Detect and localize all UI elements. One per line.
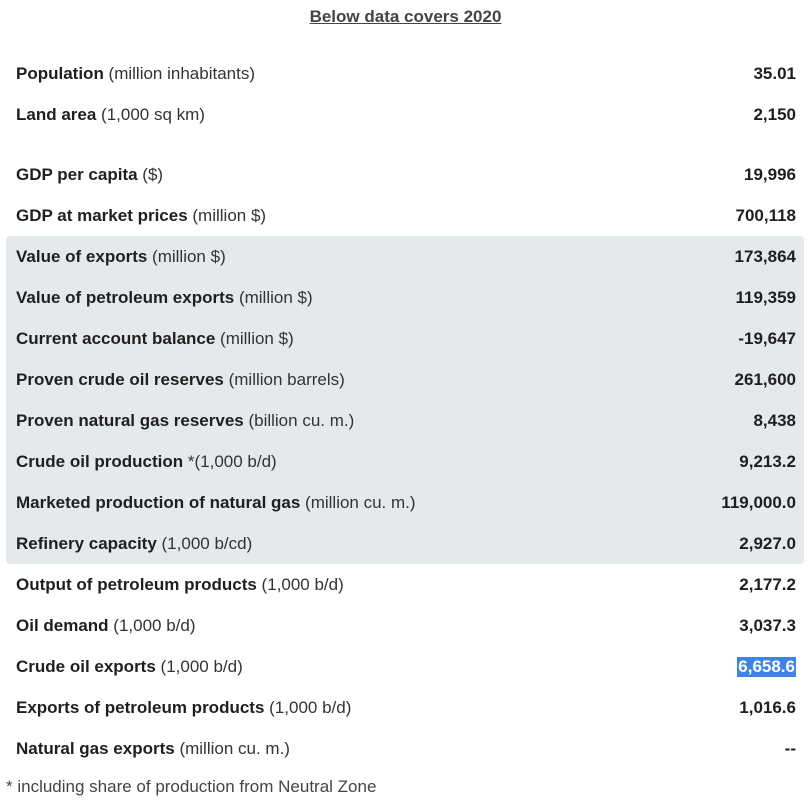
row-crude-oil-production: Crude oil production *(1,000 b/d) 9,213.… xyxy=(6,441,804,482)
row-label: Value of exports (million $) xyxy=(16,247,226,267)
row-unit: (1,000 b/d) xyxy=(155,657,243,676)
row-name: Output of petroleum products xyxy=(16,575,257,594)
row-unit: (million barrels) xyxy=(223,370,345,389)
row-value: 700,118 xyxy=(735,206,796,225)
row-unit: *(1,000 b/d) xyxy=(183,452,277,471)
row-refinery-capacity: Refinery capacity (1,000 b/cd) 2,927.0 xyxy=(6,523,804,564)
row-gdp-market-prices: GDP at market prices (million $) 700,118 xyxy=(6,195,804,236)
row-label: Refinery capacity (1,000 b/cd) xyxy=(16,534,252,554)
row-name: GDP per capita xyxy=(16,165,138,184)
row-name: GDP at market prices xyxy=(16,206,188,225)
row-label: Population (million inhabitants) xyxy=(16,64,255,84)
row-value: 9,213.2 xyxy=(739,452,796,471)
row-proven-natural-gas-reserves: Proven natural gas reserves (billion cu.… xyxy=(6,400,804,441)
row-label: Proven natural gas reserves (billion cu.… xyxy=(16,411,354,431)
row-unit: (1,000 b/d) xyxy=(256,575,344,594)
row-label: GDP at market prices (million $) xyxy=(16,206,266,226)
row-label: Natural gas exports (million cu. m.) xyxy=(16,739,290,759)
row-population: Population (million inhabitants) 35.01 xyxy=(6,53,804,94)
row-name: Value of petroleum exports xyxy=(16,288,235,307)
row-name: Current account balance xyxy=(16,329,216,348)
row-label: Proven crude oil reserves (million barre… xyxy=(16,370,345,390)
row-unit: ($) xyxy=(137,165,164,184)
row-unit: (1,000 sq km) xyxy=(96,105,205,124)
row-unit: (1,000 b/d) xyxy=(108,616,196,635)
row-value: -- xyxy=(784,739,796,758)
row-label: Land area (1,000 sq km) xyxy=(16,105,205,125)
selected-row-value[interactable]: 6,658.6 xyxy=(737,657,796,677)
row-natural-gas-exports: Natural gas exports (million cu. m.) -- xyxy=(6,728,804,769)
highlighted-rows-group: Value of exports (million $) 173,864 Val… xyxy=(6,236,804,564)
row-value: 19,996 xyxy=(744,165,796,184)
row-label: Oil demand (1,000 b/d) xyxy=(16,616,196,636)
row-name: Refinery capacity xyxy=(16,534,157,553)
row-value: 119,000.0 xyxy=(721,493,796,512)
row-value: 3,037.3 xyxy=(739,616,796,635)
row-label: Crude oil production *(1,000 b/d) xyxy=(16,452,277,472)
footnote: * including share of production from Neu… xyxy=(6,777,377,796)
row-unit: (million $) xyxy=(234,288,313,307)
row-name: Exports of petroleum products xyxy=(16,698,265,717)
row-gdp-per-capita: GDP per capita ($) 19,996 xyxy=(6,154,804,195)
row-name: Natural gas exports xyxy=(16,739,175,758)
row-label: Crude oil exports (1,000 b/d) xyxy=(16,657,243,677)
indicators-table: Population (million inhabitants) 35.01 L… xyxy=(6,53,804,769)
row-value: -19,647 xyxy=(738,329,796,348)
row-output-petroleum-products: Output of petroleum products (1,000 b/d)… xyxy=(6,564,804,605)
row-value: 261,600 xyxy=(734,370,796,389)
row-unit: (million inhabitants) xyxy=(103,64,256,83)
row-name: Crude oil exports xyxy=(16,657,156,676)
row-land-area: Land area (1,000 sq km) 2,150 xyxy=(6,94,804,135)
row-value: 2,150 xyxy=(753,105,796,124)
row-value: 2,927.0 xyxy=(739,534,796,553)
row-unit: (million cu. m.) xyxy=(300,493,416,512)
row-label: GDP per capita ($) xyxy=(16,165,163,185)
row-name: Proven natural gas reserves xyxy=(16,411,244,430)
row-unit: (million $) xyxy=(147,247,226,266)
row-label: Marketed production of natural gas (mill… xyxy=(16,493,416,513)
row-value: 1,016.6 xyxy=(739,698,796,717)
row-unit: (billion cu. m.) xyxy=(243,411,355,430)
row-label: Output of petroleum products (1,000 b/d) xyxy=(16,575,344,595)
row-value: 2,177.2 xyxy=(739,575,796,594)
row-current-account-balance: Current account balance (million $) -19,… xyxy=(6,318,804,359)
page-heading[interactable]: Below data covers 2020 xyxy=(309,7,502,26)
row-unit: (million $) xyxy=(187,206,267,225)
row-label: Current account balance (million $) xyxy=(16,329,294,349)
row-crude-oil-exports: Crude oil exports (1,000 b/d) 6,658.6 xyxy=(6,646,804,687)
row-value-of-petroleum-exports: Value of petroleum exports (million $) 1… xyxy=(6,277,804,318)
row-unit: (1,000 b/d) xyxy=(264,698,352,717)
row-unit: (1,000 b/cd) xyxy=(156,534,253,553)
row-label: Value of petroleum exports (million $) xyxy=(16,288,313,308)
row-value: 119,359 xyxy=(735,288,796,307)
row-value: 173,864 xyxy=(734,247,796,266)
row-marketed-production-natural-gas: Marketed production of natural gas (mill… xyxy=(6,482,804,523)
row-name: Population xyxy=(16,64,104,83)
row-name: Proven crude oil reserves xyxy=(16,370,224,389)
row-value: 35.01 xyxy=(753,64,796,83)
row-name: Crude oil production xyxy=(16,452,184,471)
row-name: Oil demand xyxy=(16,616,109,635)
row-value: 8,438 xyxy=(753,411,796,430)
row-name: Value of exports xyxy=(16,247,148,266)
row-value-of-exports: Value of exports (million $) 173,864 xyxy=(6,236,804,277)
row-unit: (million $) xyxy=(215,329,294,348)
row-name: Land area xyxy=(16,105,97,124)
row-name: Marketed production of natural gas xyxy=(16,493,301,512)
row-exports-petroleum-products: Exports of petroleum products (1,000 b/d… xyxy=(6,687,804,728)
row-unit: (million cu. m.) xyxy=(174,739,290,758)
row-proven-crude-oil-reserves: Proven crude oil reserves (million barre… xyxy=(6,359,804,400)
row-oil-demand: Oil demand (1,000 b/d) 3,037.3 xyxy=(6,605,804,646)
row-label: Exports of petroleum products (1,000 b/d… xyxy=(16,698,351,718)
